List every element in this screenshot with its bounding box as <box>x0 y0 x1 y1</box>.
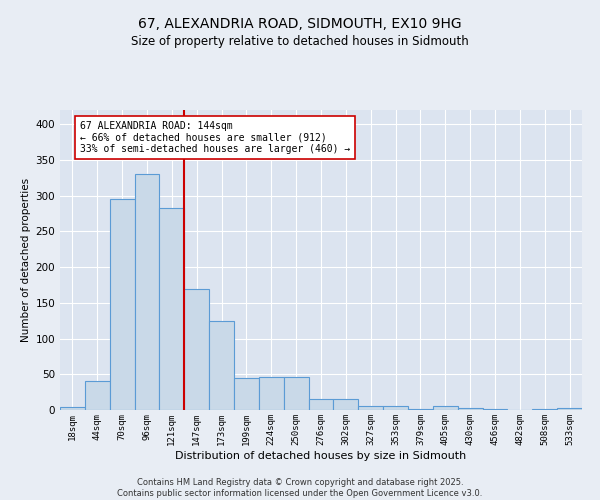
Text: 67, ALEXANDRIA ROAD, SIDMOUTH, EX10 9HG: 67, ALEXANDRIA ROAD, SIDMOUTH, EX10 9HG <box>138 18 462 32</box>
Bar <box>458 408 482 410</box>
Bar <box>383 406 408 410</box>
Bar <box>433 406 458 410</box>
Bar <box>134 174 160 410</box>
Bar <box>284 377 308 410</box>
Bar <box>308 400 334 410</box>
Bar <box>334 400 358 410</box>
Bar <box>358 406 383 410</box>
Y-axis label: Number of detached properties: Number of detached properties <box>21 178 31 342</box>
Text: Contains HM Land Registry data © Crown copyright and database right 2025.
Contai: Contains HM Land Registry data © Crown c… <box>118 478 482 498</box>
Bar <box>209 320 234 410</box>
Bar <box>85 382 110 410</box>
Text: 67 ALEXANDRIA ROAD: 144sqm
← 66% of detached houses are smaller (912)
33% of sem: 67 ALEXANDRIA ROAD: 144sqm ← 66% of deta… <box>80 120 350 154</box>
Bar <box>60 407 85 410</box>
Bar <box>259 377 284 410</box>
Bar <box>110 200 134 410</box>
Bar <box>408 408 433 410</box>
Bar <box>160 208 184 410</box>
Bar <box>234 378 259 410</box>
X-axis label: Distribution of detached houses by size in Sidmouth: Distribution of detached houses by size … <box>175 450 467 460</box>
Bar <box>557 408 582 410</box>
Text: Size of property relative to detached houses in Sidmouth: Size of property relative to detached ho… <box>131 35 469 48</box>
Bar <box>184 288 209 410</box>
